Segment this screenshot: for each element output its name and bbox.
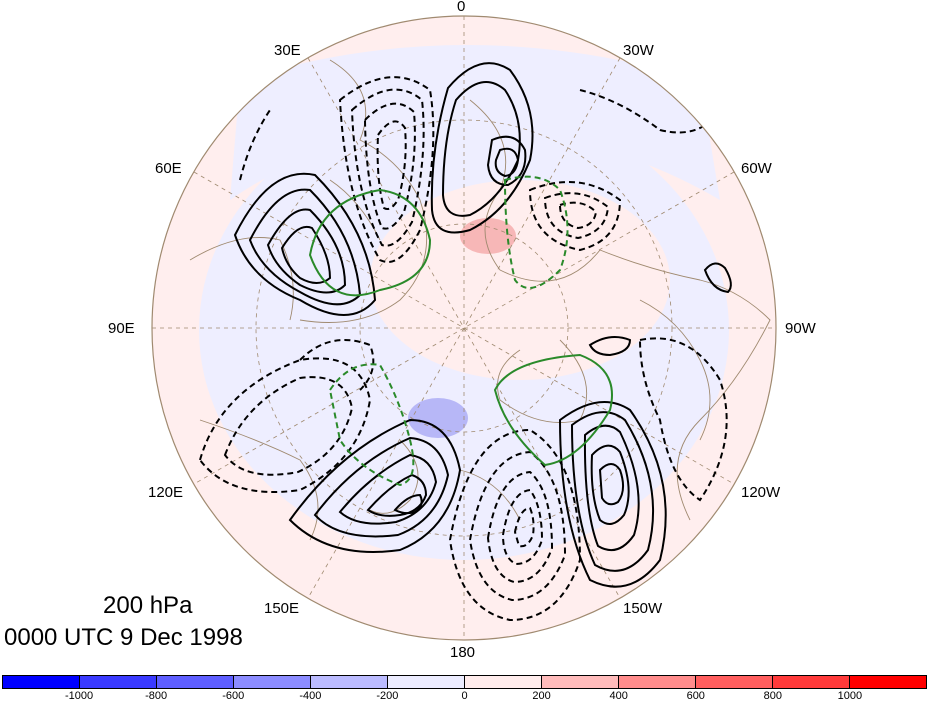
colorbar-segment [157, 676, 234, 688]
coastlines [189, 59, 771, 541]
colorbar-segment [3, 676, 80, 688]
colorbar-tick-label: -400 [299, 690, 322, 702]
lon-label-60w: 60W [741, 160, 772, 177]
positive-contours [233, 62, 732, 588]
colorbar-segment [773, 676, 850, 688]
colorbar-tick-label: -600 [222, 690, 245, 702]
colorbar-segment [465, 676, 542, 688]
colorbar-segment [311, 676, 388, 688]
colorbar-tick-label: 800 [763, 690, 783, 702]
valid-time-title: 0000 UTC 9 Dec 1998 [4, 624, 243, 651]
colorbar-tick-label: 400 [609, 690, 628, 702]
colorbar-segment [80, 676, 157, 688]
colorbar-tick-label: -200 [376, 690, 399, 702]
colorbar-tick-label: 200 [532, 690, 551, 702]
colorbar-tick-label: -1000 [65, 690, 94, 702]
colorbar-segment [696, 676, 773, 688]
colorbar [2, 675, 927, 689]
zero-contours [308, 175, 613, 487]
colorbar-tick-label: -800 [145, 690, 168, 702]
colorbar-segment [542, 676, 619, 688]
map-boundary [151, 15, 777, 641]
lon-label-90w: 90W [785, 320, 816, 337]
colorbar-tick-label: 1000 [837, 690, 863, 702]
shading-north-negative [230, 45, 720, 200]
lon-label-60e: 60E [155, 160, 182, 177]
lon-label-150e: 150E [264, 600, 300, 617]
lon-label-30e: 30E [274, 42, 301, 59]
colorbar-segment [850, 676, 926, 688]
colorbar-tick-label: 600 [686, 690, 705, 702]
negative-anomaly-patch [408, 398, 468, 438]
colorbar-segment [619, 676, 696, 688]
lon-label-120w: 120W [741, 484, 781, 501]
negative-contours [198, 76, 761, 622]
colorbar-segment [388, 676, 465, 688]
pressure-level-title: 200 hPa [103, 592, 193, 619]
colorbar-segment [234, 676, 311, 688]
lon-label-0: 0 [457, 0, 466, 15]
colorbar-tick-label: 0 [461, 690, 468, 702]
lon-label-180: 180 [450, 644, 476, 661]
lon-label-150w: 150W [623, 600, 663, 617]
graticule [152, 16, 776, 640]
lon-label-120e: 120E [148, 484, 184, 501]
lon-label-30w: 30W [623, 42, 654, 59]
lon-label-90e: 90E [108, 320, 135, 337]
